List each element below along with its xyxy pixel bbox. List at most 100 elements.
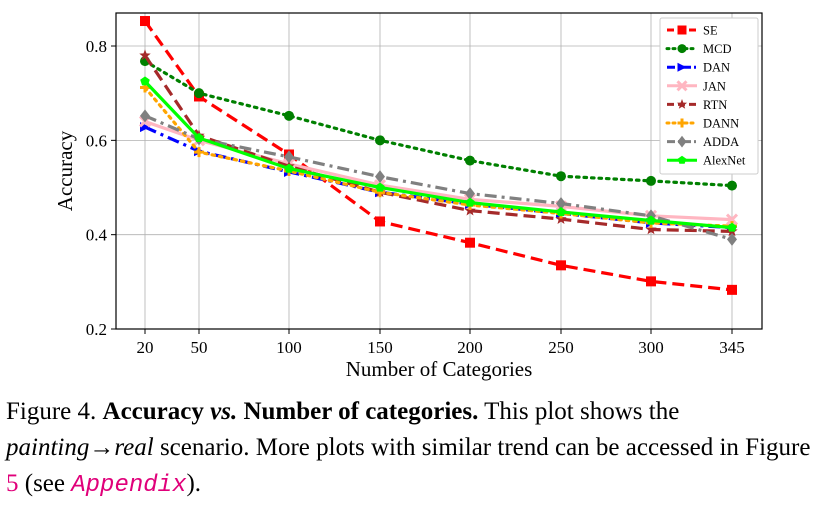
series-line <box>143 80 733 230</box>
legend-label: DANN <box>703 117 739 131</box>
marker-star <box>676 99 688 109</box>
series-line <box>143 20 733 292</box>
marker-square <box>556 260 566 271</box>
legend-label: DAN <box>703 61 730 75</box>
marker-pentagon <box>140 76 150 86</box>
accuracy-line-chart: 20 50 100 150 200 250 300 345 0.2 0.4 0.6 0.8 Numb… <box>53 12 763 381</box>
series-line <box>143 59 734 188</box>
x-tick-label: 345 <box>719 338 745 357</box>
marker-star <box>645 223 657 235</box>
legend-label: ADDA <box>703 135 739 149</box>
x-tick-label: 100 <box>276 338 302 357</box>
legend-label: SE <box>703 24 718 38</box>
figure-caption: Figure 4. Accuracy vs. Number of categor… <box>6 394 818 504</box>
series-dann <box>140 82 737 232</box>
series-line <box>143 85 734 228</box>
marker-diamond <box>140 109 150 123</box>
x-tick-label: 50 <box>191 338 208 357</box>
marker-star <box>139 49 151 61</box>
arrow-glyph: → <box>89 434 115 461</box>
legend-label: MCD <box>703 42 731 56</box>
x-tick-label: 200 <box>457 338 483 357</box>
marker-square <box>140 16 150 27</box>
plot-frame <box>115 12 763 330</box>
marker-x <box>676 80 688 92</box>
marker-diamond <box>556 197 566 211</box>
series-jan <box>138 115 739 226</box>
legend-entry-rtn: RTN <box>667 98 727 112</box>
marker-square <box>646 276 656 287</box>
y-tick-label: 0.4 <box>86 226 108 245</box>
caption-text-1: This plot shows the <box>478 398 680 425</box>
legend-entry-alexnet: AlexNet <box>667 154 746 168</box>
marker-pentagon <box>465 197 475 207</box>
y-axis-label: Accuracy <box>53 130 77 211</box>
series-se <box>140 16 737 295</box>
marker-pentagon <box>375 182 385 192</box>
legend-entry-se: SE <box>667 24 718 38</box>
marker-diamond <box>284 150 294 164</box>
x-tick-label: 250 <box>548 338 574 357</box>
marker-square <box>375 216 385 227</box>
figure-label: Figure 4. <box>6 398 97 425</box>
x-axis-label: Number of Categories <box>346 357 533 381</box>
y-axis: 0.2 0.4 0.6 0.8 <box>86 37 116 339</box>
marker-plus <box>194 147 204 158</box>
marker-diamond <box>375 170 385 184</box>
caption-title-part1: Accuracy <box>102 398 204 425</box>
appendix-link[interactable]: Appendix <box>71 472 187 499</box>
scenario-to: real <box>114 434 154 461</box>
figure-5-link[interactable]: 5 <box>6 470 19 497</box>
legend-entry-jan: JAN <box>667 79 726 93</box>
marker-pentagon <box>194 133 204 142</box>
marker-pentagon <box>677 155 687 164</box>
marker-star <box>464 204 476 216</box>
legend-label: AlexNet <box>703 154 746 168</box>
caption-text-4: ). <box>186 470 202 497</box>
series-rtn <box>139 49 738 237</box>
series-mcd <box>140 56 737 191</box>
marker-circle <box>727 180 737 191</box>
x-tick-label: 150 <box>367 338 393 357</box>
series-alexnet <box>140 76 737 232</box>
legend-entry-dann: DANN <box>665 117 739 131</box>
marker-circle <box>556 171 566 182</box>
marker-circle <box>646 175 656 186</box>
x-tick-label: 20 <box>137 338 154 357</box>
legend-entry-mcd: MCD <box>665 42 731 56</box>
marker-square <box>465 237 475 248</box>
series-layer <box>138 16 739 295</box>
legend: SE MCD DAN JAN RTN DANN ADDA AlexNet <box>659 17 759 175</box>
series-line <box>144 114 733 241</box>
x-tick-label: 300 <box>638 338 664 357</box>
legend-label: RTN <box>703 98 727 112</box>
marker-diamond <box>727 232 737 246</box>
marker-plus <box>677 118 687 128</box>
marker-square <box>727 284 737 295</box>
y-tick-label: 0.2 <box>86 320 107 339</box>
y-tick-label: 0.6 <box>86 131 107 150</box>
legend-entry-adda: ADDA <box>667 135 739 149</box>
marker-circle <box>375 135 385 146</box>
legend-frame <box>659 17 759 175</box>
caption-title-vs: vs. <box>210 398 238 425</box>
legend-entry-dan: DAN <box>667 61 730 75</box>
marker-circle <box>465 155 475 166</box>
marker-pentagon <box>646 215 656 225</box>
caption-text-2: scenario. More plots with similar trend … <box>153 434 811 461</box>
marker-x <box>725 213 739 226</box>
y-tick-label: 0.8 <box>86 37 107 56</box>
x-axis: 20 50 100 150 200 250 300 345 <box>137 329 745 357</box>
scenario-from: painting <box>6 434 90 461</box>
marker-square <box>677 25 687 35</box>
marker-pentagon <box>556 207 566 217</box>
marker-pentagon <box>727 222 737 232</box>
marker-circle <box>284 110 294 121</box>
marker-star <box>555 213 567 224</box>
caption-title-part2: Number of categories. <box>243 398 479 425</box>
marker-pentagon <box>284 163 294 173</box>
caption-text-3: (see <box>18 470 72 497</box>
marker-triangle <box>677 62 687 72</box>
series-line <box>144 125 733 230</box>
marker-diamond <box>465 187 475 201</box>
